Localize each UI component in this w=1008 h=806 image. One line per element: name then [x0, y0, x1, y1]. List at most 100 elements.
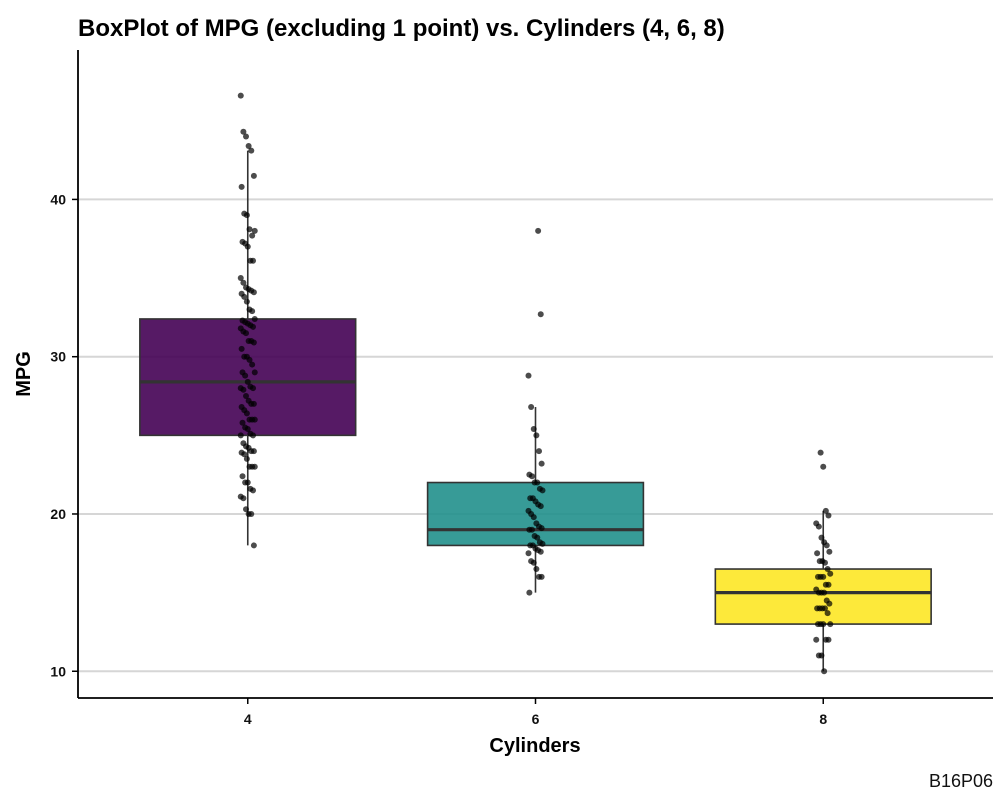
data-point: [240, 386, 247, 393]
y-tick-label: 30: [50, 349, 66, 365]
data-point: [528, 404, 535, 411]
data-point: [824, 566, 831, 573]
data-point: [251, 463, 258, 470]
data-point: [821, 668, 828, 675]
y-tick-label: 20: [50, 506, 66, 522]
data-point: [820, 573, 827, 580]
data-point: [241, 293, 248, 300]
data-point: [534, 479, 541, 486]
chart-caption: B16P06: [929, 771, 993, 791]
data-point: [539, 487, 546, 494]
data-point: [244, 426, 251, 433]
data-point: [535, 227, 542, 234]
jitter-points: [237, 92, 834, 675]
data-point: [246, 226, 253, 233]
data-point: [821, 605, 828, 612]
data-point: [241, 451, 248, 458]
data-point: [250, 432, 257, 439]
data-point: [826, 548, 833, 555]
data-point: [538, 573, 545, 580]
data-point: [243, 393, 250, 400]
data-point: [237, 432, 244, 439]
data-point: [529, 526, 535, 533]
data-point: [243, 455, 250, 462]
data-point: [240, 495, 247, 502]
box-layer: [139, 150, 932, 672]
data-point: [249, 361, 256, 368]
data-point: [533, 566, 540, 573]
data-point: [244, 378, 251, 385]
data-point: [827, 621, 834, 628]
data-point: [530, 559, 537, 566]
data-point: [243, 298, 250, 305]
data-point: [237, 275, 244, 282]
data-point: [250, 172, 257, 179]
data-point: [250, 487, 257, 494]
data-point: [825, 636, 832, 643]
data-point: [239, 419, 246, 426]
data-point: [825, 512, 832, 519]
data-point: [243, 330, 250, 337]
data-point: [529, 473, 535, 480]
data-point: [534, 534, 541, 541]
tick-layer: 10 20 30 40 4 6 8: [50, 191, 827, 727]
data-point: [250, 542, 257, 549]
data-point: [827, 570, 834, 577]
data-point: [250, 289, 257, 296]
data-point: [251, 227, 258, 234]
data-point: [250, 400, 257, 407]
data-point: [248, 147, 255, 154]
data-point: [251, 369, 258, 376]
data-point: [238, 183, 245, 190]
data-point: [240, 279, 247, 286]
data-point: [820, 463, 827, 470]
data-point: [818, 534, 825, 541]
data-point: [244, 479, 251, 486]
data-point: [246, 356, 253, 363]
data-point: [243, 212, 250, 219]
x-axis-title: Cylinders: [489, 735, 580, 757]
x-tick-label: 4: [244, 711, 252, 727]
data-point: [239, 473, 246, 480]
data-point: [537, 503, 544, 510]
data-point: [249, 232, 256, 239]
data-point: [537, 548, 544, 555]
data-point: [248, 510, 255, 517]
data-point: [537, 311, 544, 318]
data-point: [250, 385, 257, 392]
data-point: [826, 600, 833, 607]
data-point: [824, 610, 831, 617]
data-point: [525, 550, 532, 557]
data-point: [825, 581, 832, 588]
data-point: [823, 542, 830, 549]
data-point: [251, 315, 258, 322]
y-axis-title: MPG: [13, 351, 35, 397]
data-point: [525, 372, 532, 379]
data-point: [530, 426, 537, 433]
data-point: [243, 410, 250, 417]
y-tick-label: 10: [50, 663, 66, 679]
data-point: [245, 142, 252, 149]
data-point: [243, 133, 250, 140]
data-point: [251, 416, 258, 423]
data-point: [249, 308, 256, 315]
data-point: [238, 345, 245, 352]
data-point: [813, 636, 820, 643]
data-point: [814, 550, 821, 557]
data-point: [526, 589, 533, 596]
data-point: [250, 257, 257, 264]
y-tick-label: 40: [50, 191, 66, 207]
data-point: [821, 559, 828, 566]
data-point: [243, 506, 250, 513]
data-point: [817, 449, 824, 456]
data-point: [822, 507, 829, 514]
box-cyl-4: [139, 150, 357, 546]
data-point: [539, 540, 546, 547]
data-point: [530, 514, 537, 521]
data-point: [818, 652, 825, 659]
data-point: [250, 339, 257, 346]
x-tick-label: 6: [532, 711, 540, 727]
data-point: [244, 243, 251, 250]
data-point: [820, 621, 827, 628]
data-point: [538, 460, 545, 467]
